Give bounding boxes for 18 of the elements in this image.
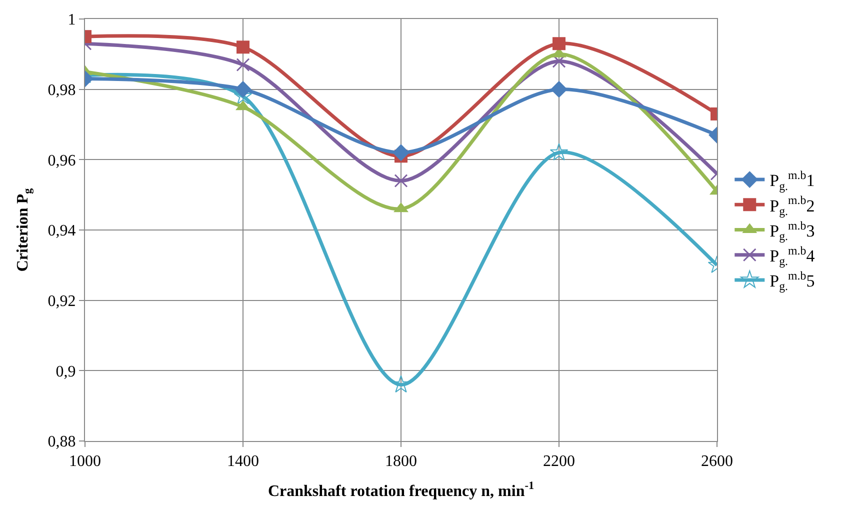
x-axis-title: Crankshaft rotation frequency n, min$^{-1}$ bbox=[268, 480, 534, 500]
y-tick-label: 1 bbox=[68, 12, 76, 29]
y-tick-label: 0,88 bbox=[48, 434, 76, 451]
x-tick-label: 2200 bbox=[543, 453, 575, 470]
legend-label: P$_{g.}$$^{m.b}$3 bbox=[770, 218, 815, 243]
x-tick-label: 2600 bbox=[701, 453, 733, 470]
y-tick-label: 0,94 bbox=[48, 222, 76, 240]
y-tick-label: 0,98 bbox=[48, 82, 76, 99]
y-tick-label: 0,92 bbox=[48, 292, 76, 310]
legend-label: P$_{g.}$$^{m.b}$5 bbox=[770, 268, 815, 294]
y-tick-label: 0,9 bbox=[56, 363, 76, 380]
x-tick-label: 1400 bbox=[227, 453, 259, 470]
legend-label: P$_{g.}$$^{m.b}$2 bbox=[770, 193, 815, 218]
legend-label: P$_{g.}$$^{m.b}$1 bbox=[770, 168, 815, 193]
legend-label: P$_{g.}$$^{m.b}$4 bbox=[770, 243, 816, 268]
x-tick-label: 1800 bbox=[385, 453, 417, 470]
y-tick-label: 0,96 bbox=[48, 152, 76, 170]
x-tick-label: 1000 bbox=[69, 453, 101, 470]
